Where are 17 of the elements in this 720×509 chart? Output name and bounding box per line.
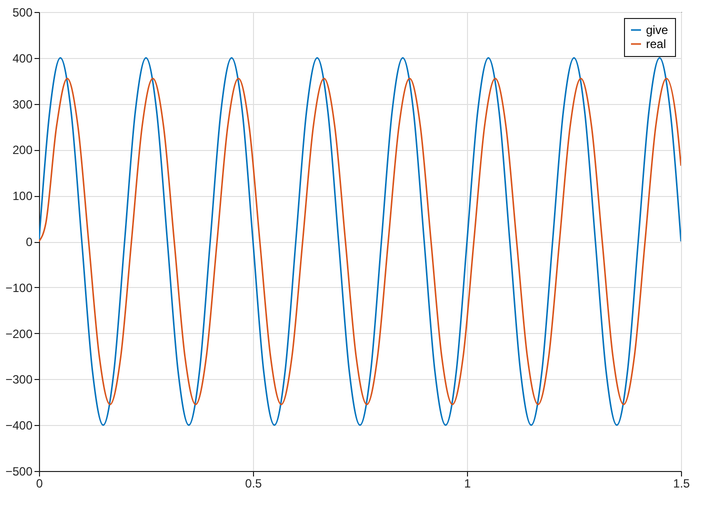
x-tick-label: 1.5 (673, 476, 690, 490)
y-tick-label: 100 (12, 189, 33, 204)
y-tick-label: −400 (5, 418, 33, 433)
y-tick-label: −300 (5, 372, 33, 387)
x-tick-label: 0 (36, 476, 44, 490)
x-tick-label: 1 (464, 476, 472, 490)
y-tick-label: 500 (12, 6, 33, 20)
x-tick-label: 0.5 (245, 476, 262, 490)
y-tick-label: 400 (12, 51, 33, 66)
y-tick-label: −500 (5, 464, 33, 478)
y-tick-label: 0 (26, 235, 33, 249)
y-tick-label: −200 (5, 326, 33, 341)
legend-label: real (646, 37, 666, 51)
y-tick-label: 200 (12, 143, 33, 158)
y-tick-label: −100 (5, 280, 33, 295)
y-tick-label: 300 (12, 97, 33, 112)
legend-label: give (646, 23, 668, 37)
